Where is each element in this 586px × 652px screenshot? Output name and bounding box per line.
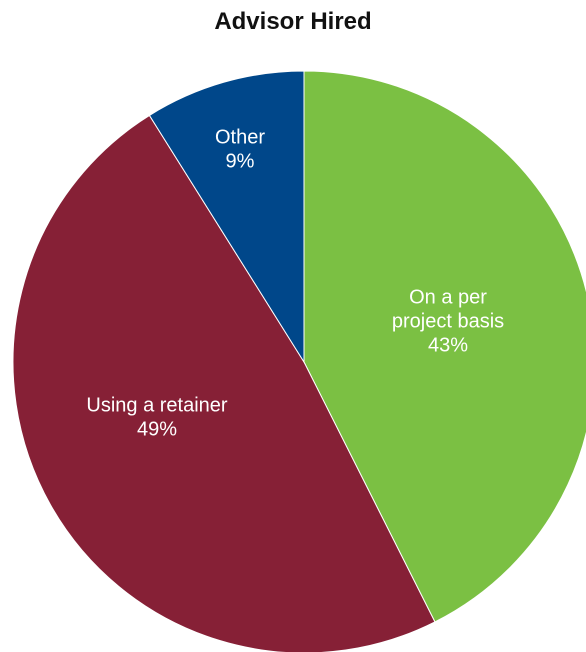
slice-name-on-a-per-project-basis: project basis — [392, 310, 504, 332]
pie-slice-using-a-retainer — [12, 114, 436, 652]
slice-label-other: Other 9% — [215, 126, 265, 172]
slice-label-on-a-per-project-basis: On a per project basis 43% — [392, 286, 504, 356]
pie-labels: On a per project basis 43% Using a retainer… — [86, 126, 504, 440]
slice-name-using-a-retainer: Using a retainer — [86, 394, 228, 416]
slice-value-other: 9% — [226, 150, 255, 172]
slice-name-on-a-per-project-basis: On a per — [409, 286, 487, 308]
slice-value-using-a-retainer: 49% — [137, 418, 177, 440]
chart-title: Advisor Hired — [214, 8, 372, 35]
slice-name-other: Other — [215, 126, 265, 148]
pie-slice-on-a-per-project-basis — [303, 70, 586, 623]
pie-slice-other — [148, 70, 305, 364]
slice-value-on-a-per-project-basis: 43% — [428, 334, 468, 356]
slice-label-using-a-retainer: Using a retainer 49% — [86, 394, 228, 440]
pie-slices — [12, 70, 586, 652]
